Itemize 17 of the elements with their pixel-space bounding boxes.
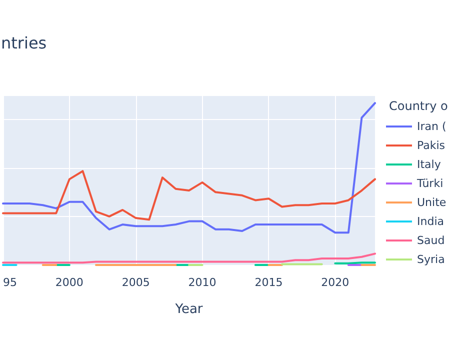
chart-title: ntries (1, 34, 47, 52)
legend-label: Unite (417, 196, 446, 209)
legend-label: Iran ( (417, 120, 446, 133)
legend-label: India (417, 215, 444, 228)
x-tick-label: 2020 (321, 276, 350, 289)
legend-label: Syria (417, 253, 445, 266)
legend-label: Pakis (417, 139, 446, 152)
x-axis-title: Year (174, 302, 204, 317)
x-tick-label: 2005 (122, 276, 150, 289)
x-tick-label: 2015 (254, 276, 283, 289)
x-tick-label: 2010 (188, 276, 216, 289)
legend-title: Country o (389, 99, 448, 113)
legend-label: Saud (417, 234, 445, 247)
legend-label: Türki (416, 177, 444, 190)
x-tick-label: 2000 (55, 276, 84, 289)
legend-label: Italy (417, 158, 442, 171)
x-tick-label: 95 (3, 276, 17, 289)
